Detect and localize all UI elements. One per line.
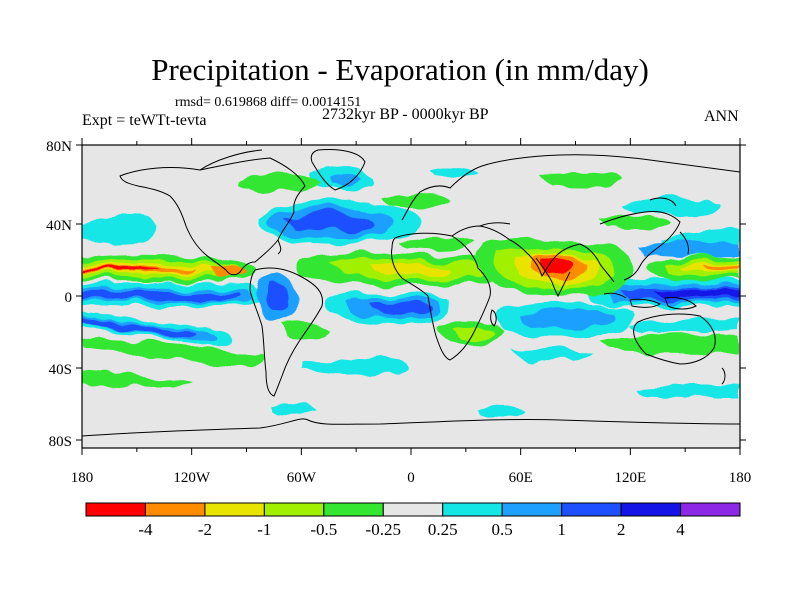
colorbar-swatch <box>501 502 563 517</box>
stats-label: rmsd= 0.619868 diff= 0.0014151 <box>175 95 362 110</box>
lat-label: 40N <box>46 218 72 234</box>
coastlines <box>82 149 740 437</box>
lat-label: 80N <box>46 139 72 155</box>
colorbar-label: 4 <box>676 520 685 539</box>
lat-label: 40S <box>49 362 72 378</box>
colorbar <box>85 502 741 517</box>
colorbar-swatch <box>144 502 206 517</box>
lon-label: 180 <box>729 470 752 486</box>
colorbar-label: 0.25 <box>428 520 458 539</box>
lon-label: 180 <box>71 470 94 486</box>
lat-ticks <box>76 144 746 441</box>
colorbar-label: -0.25 <box>366 520 401 539</box>
season-label: ANN <box>704 108 739 125</box>
colorbar-label: -2 <box>198 520 212 539</box>
colorbar-label: -0.5 <box>310 520 337 539</box>
period-label: 2732kyr BP - 0000kyr BP <box>322 106 489 123</box>
colorbar-swatch <box>561 502 622 517</box>
lon-label: 60E <box>509 470 533 486</box>
colorbar-swatch <box>85 502 146 517</box>
colorbar-swatch <box>442 502 503 517</box>
colorbar-label: -4 <box>138 520 153 539</box>
contour-field <box>82 166 740 417</box>
colorbar-label: 1 <box>557 520 566 539</box>
colorbar-swatch <box>204 502 265 517</box>
experiment-label: Expt = teWTt-tevta <box>82 112 207 129</box>
lat-label: 0 <box>65 290 73 306</box>
colorbar-swatch <box>382 502 444 517</box>
colorbar-swatch <box>620 502 682 517</box>
colorbar-label: 2 <box>617 520 626 539</box>
colorbar-labels: -4 -2 -1 -0.5 -0.25 0.25 0.5 1 2 4 <box>138 520 685 539</box>
colorbar-label: -1 <box>257 520 271 539</box>
colorbar-swatch <box>263 502 325 517</box>
colorbar-swatch <box>680 502 741 517</box>
lon-label: 60W <box>287 470 317 486</box>
lon-label: 120W <box>173 470 211 486</box>
map-title: Precipitation - Evaporation (in mm/day) <box>151 52 649 87</box>
lon-labels: 180 120W 60W 0 60E 120E 180 <box>71 470 752 486</box>
lon-label: 120E <box>614 470 646 486</box>
lon-ticks <box>81 138 741 455</box>
colorbar-label: 0.5 <box>492 520 513 539</box>
lat-labels: 80N 40N 0 40S 80S <box>46 139 72 450</box>
colorbar-swatch <box>323 502 384 517</box>
lon-label: 0 <box>407 470 415 486</box>
lat-label: 80S <box>49 434 72 450</box>
